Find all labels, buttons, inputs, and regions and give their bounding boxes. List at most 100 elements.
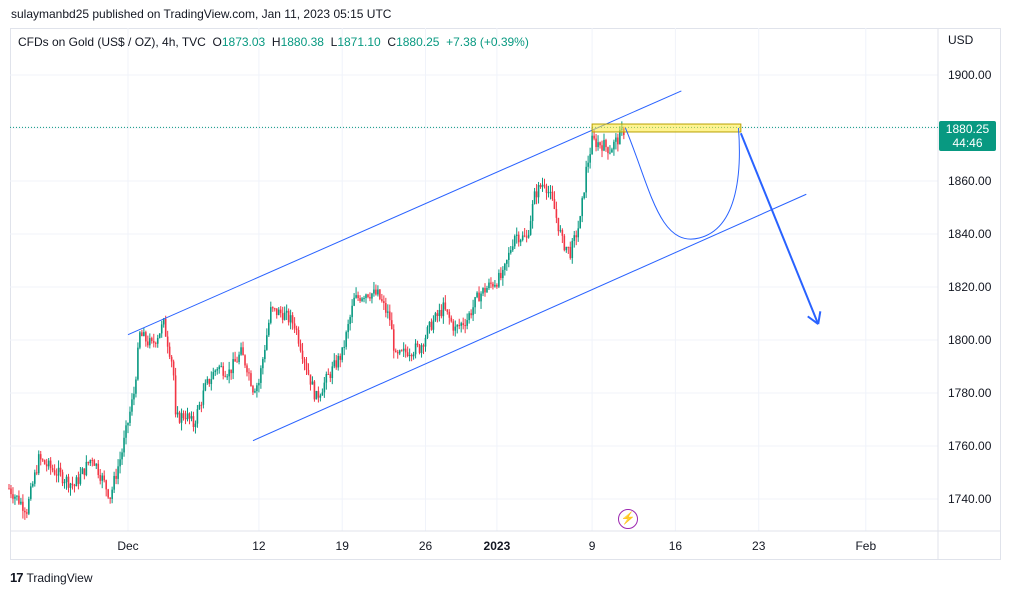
candle-body	[305, 362, 308, 370]
candle-body	[430, 321, 433, 330]
candle-body	[420, 345, 423, 353]
candle-body	[496, 284, 498, 287]
price-tick-label: 1740.00	[948, 492, 992, 506]
candle-body	[383, 301, 385, 304]
candle-body	[603, 140, 605, 151]
candle-body	[462, 323, 464, 326]
candle-body	[22, 501, 24, 511]
currency-label[interactable]: USD	[948, 33, 974, 47]
current-price-value: 1880.25	[945, 122, 990, 136]
candle-body	[55, 474, 58, 476]
candle-body	[228, 369, 230, 377]
candle-body	[174, 375, 177, 415]
candle-body	[268, 322, 270, 336]
candle-body	[262, 359, 264, 369]
candle-body	[502, 269, 504, 279]
bar-countdown: 44:46	[952, 136, 983, 150]
candle-body	[41, 459, 44, 461]
candle-body	[523, 235, 526, 237]
candle-body	[303, 358, 306, 363]
candle-body	[291, 315, 294, 324]
candle-body	[545, 185, 548, 193]
candle-body	[390, 320, 393, 330]
candle-body	[357, 295, 359, 299]
channel-lower-line[interactable]	[252, 193, 807, 442]
candle-body	[373, 289, 375, 294]
current-price-tag: 1880.25 44:46	[939, 121, 996, 151]
candle-body	[619, 129, 621, 145]
candle-body	[97, 463, 100, 476]
candle-body	[47, 460, 50, 467]
legend-change: +7.38 (+0.39%)	[446, 35, 529, 49]
time-tick-label: 19	[336, 539, 350, 553]
candle-body	[577, 228, 580, 238]
candle-body	[452, 321, 455, 331]
candle-body	[541, 184, 544, 188]
candle-body	[387, 311, 389, 313]
channel-upper-line[interactable]	[127, 90, 682, 336]
candle-body	[242, 347, 244, 356]
candle-body	[79, 473, 82, 484]
candle-body	[535, 191, 538, 198]
chart-frame[interactable]	[10, 28, 1001, 560]
time-tick-label: 12	[252, 539, 266, 553]
candle-body	[509, 250, 512, 253]
candle-body	[504, 263, 506, 270]
candle-body	[565, 246, 568, 251]
candle-body	[111, 489, 113, 499]
candle-body	[583, 192, 585, 199]
candle-body	[521, 235, 524, 240]
resistance-zone[interactable]	[591, 123, 742, 133]
candle-body	[81, 468, 84, 474]
candle-body	[8, 488, 10, 490]
candle-body	[490, 282, 492, 284]
footer-brand-label: TradingView	[26, 570, 93, 585]
price-tick-label: 1780.00	[948, 386, 992, 400]
candle-body	[20, 501, 22, 504]
candle-body	[129, 411, 131, 423]
candle-body	[557, 217, 560, 232]
candle-body	[591, 135, 593, 155]
candle-body	[349, 317, 351, 325]
candle-body	[12, 494, 14, 499]
candle-body	[194, 423, 197, 427]
candle-body	[494, 284, 496, 287]
candle-body	[468, 313, 470, 321]
candle-body	[35, 472, 38, 474]
candle-body	[319, 395, 322, 398]
candle-body	[404, 348, 407, 353]
legend-open-label: O	[212, 35, 222, 49]
candle-body	[347, 324, 349, 333]
candle-body	[559, 230, 562, 232]
candle-body	[607, 147, 609, 154]
candle-body	[39, 454, 42, 460]
candle-body	[444, 302, 447, 310]
candle-body	[71, 483, 74, 485]
candle-body	[216, 369, 219, 371]
candle-body	[297, 329, 300, 344]
candle-body	[426, 327, 429, 338]
price-tick-label: 1760.00	[948, 439, 992, 453]
candle-body	[519, 239, 522, 243]
time-tick-label: Feb	[855, 539, 876, 553]
candle-body	[149, 338, 151, 346]
candle-body	[432, 320, 435, 330]
candle-body	[154, 342, 157, 344]
projected-curve[interactable]	[624, 127, 740, 240]
event-bolt-icon[interactable]: ⚡	[618, 509, 638, 529]
candle-body	[113, 475, 115, 490]
candle-body	[143, 332, 145, 337]
candle-body	[135, 379, 137, 394]
candle-body	[32, 483, 34, 487]
footer-brand[interactable]: 17 TradingView	[10, 570, 93, 585]
candle-body	[37, 454, 40, 474]
candle-body	[24, 510, 26, 513]
projected-arrow[interactable]	[739, 132, 820, 325]
candle-body	[289, 315, 292, 323]
candle-body	[188, 413, 191, 419]
price-tick-label: 1800.00	[948, 333, 992, 347]
candle-body	[28, 498, 30, 514]
candle-body	[587, 162, 589, 167]
candle-body	[147, 341, 149, 346]
